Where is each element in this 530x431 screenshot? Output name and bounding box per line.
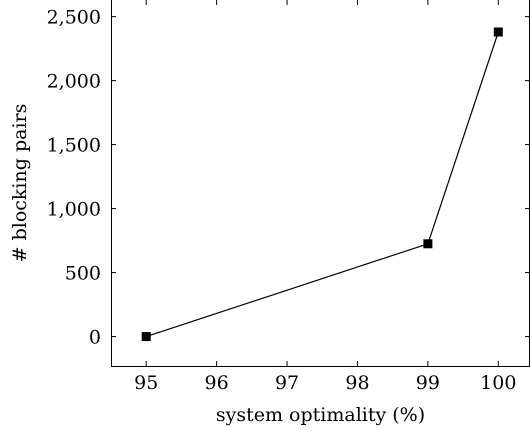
- y-tick-label: 1,000: [47, 199, 101, 221]
- series-line: [146, 31, 499, 338]
- tick-labels: 95 96 97 98 99 100 0 500 1,000 1,500 2,000 2,500: [47, 7, 517, 394]
- y-tick-label: 500: [65, 263, 101, 285]
- y-tick-label: 2,000: [47, 71, 101, 93]
- series-layer: [141, 27, 503, 342]
- data-point-marker: [423, 239, 433, 249]
- x-tick-label: 95: [134, 372, 158, 394]
- x-tick-label: 96: [205, 372, 229, 394]
- x-tick-label: 97: [275, 372, 299, 394]
- y-axis-title: # blocking pairs: [9, 104, 31, 263]
- y-tick-label: 2,500: [47, 7, 101, 29]
- data-point-marker: [493, 27, 503, 37]
- x-tick-label: 98: [345, 372, 369, 394]
- x-tick-label: 99: [416, 372, 440, 394]
- y-tick-label: 1,500: [47, 135, 101, 157]
- y-tick-label: 0: [89, 327, 101, 349]
- ticks: [111, 0, 530, 366]
- data-point-marker: [141, 332, 151, 342]
- plot-area-frame: [111, 0, 530, 367]
- x-axis-title: system optimality (%): [216, 404, 425, 426]
- x-tick-label: 100: [480, 372, 516, 394]
